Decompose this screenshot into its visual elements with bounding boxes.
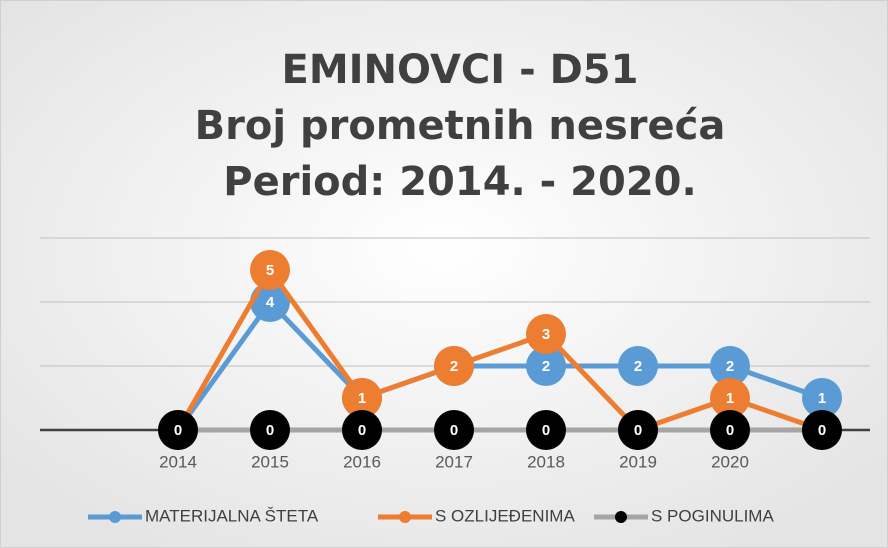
data-label: 0: [726, 422, 734, 439]
legend-label: S OZLIJEĐENIMA: [435, 506, 575, 525]
x-tick-label: 2020: [711, 452, 749, 471]
data-point: [710, 378, 750, 418]
data-label: 0: [358, 422, 366, 439]
data-point: [802, 410, 842, 450]
x-tick-label: 2019: [619, 452, 657, 471]
data-label: 1: [358, 390, 366, 407]
data-label: 2: [542, 358, 550, 375]
data-point: [710, 410, 750, 450]
data-point: [526, 410, 566, 450]
legend-marker: [109, 511, 121, 523]
data-point: [342, 378, 382, 418]
chart-title: Broj prometnih nesreća: [195, 103, 726, 149]
data-point: [250, 410, 290, 450]
data-point: [618, 346, 658, 386]
data-point: [710, 346, 750, 386]
data-point: [434, 346, 474, 386]
data-label: 1: [726, 390, 734, 407]
x-tick-label: 2015: [251, 452, 289, 471]
data-point: [434, 410, 474, 450]
data-label: 1: [818, 390, 826, 407]
chart-title: Period: 2014. - 2020.: [223, 159, 696, 205]
data-label: 2: [634, 358, 642, 375]
data-point: [342, 410, 382, 450]
data-label: 2: [726, 358, 734, 375]
legend-marker: [615, 511, 627, 523]
data-label: 0: [542, 422, 550, 439]
data-label: 3: [542, 326, 550, 343]
data-label: 5: [266, 262, 274, 279]
data-point: [526, 314, 566, 354]
data-label: 4: [266, 294, 275, 311]
chart-title: EMINOVCI - D51: [282, 47, 639, 93]
data-point: [158, 410, 198, 450]
x-tick-label: 2016: [343, 452, 381, 471]
data-label: 0: [634, 422, 642, 439]
data-label: 0: [266, 422, 274, 439]
data-label: 0: [450, 422, 458, 439]
data-label: 0: [818, 422, 826, 439]
x-tick-label: 2018: [527, 452, 565, 471]
data-point: [526, 346, 566, 386]
data-label: 2: [450, 358, 458, 375]
legend-label: S POGINULIMA: [651, 506, 774, 525]
x-tick-label: 2014: [159, 452, 197, 471]
data-point: [250, 250, 290, 290]
x-tick-label: 2017: [435, 452, 473, 471]
legend-label: MATERIJALNA ŠTETA: [145, 506, 319, 525]
data-point: [802, 378, 842, 418]
data-point: [618, 410, 658, 450]
data-label: 0: [174, 422, 182, 439]
legend-marker: [399, 511, 411, 523]
